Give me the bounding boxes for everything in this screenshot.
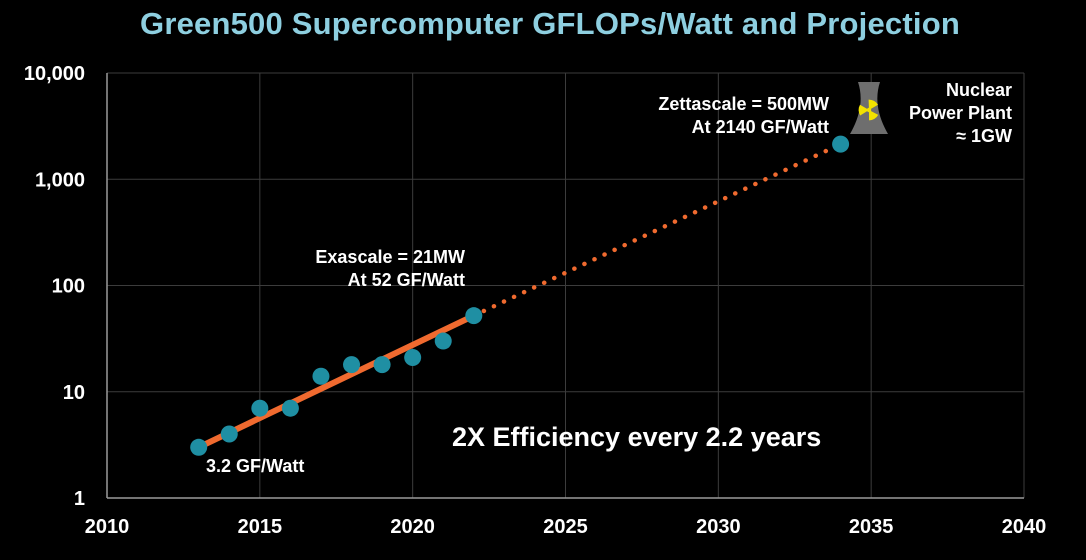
data-point: [832, 135, 850, 153]
data-point: [251, 399, 269, 417]
data-point: [220, 425, 238, 443]
axes: [106, 73, 1024, 499]
data-point: [404, 349, 422, 367]
trend-line: [195, 312, 477, 451]
zettascale-label-line2: At 2140 GF/Watt: [692, 117, 829, 137]
x-tick-label: 2025: [543, 516, 588, 538]
x-tick-label: 2015: [238, 516, 283, 538]
y-tick-labels: 1 10 100 1,000 10,000: [24, 63, 85, 510]
chart-title: Green500 Supercomputer GFLOPs/Watt and P…: [140, 6, 960, 41]
y-tick-label: 10: [63, 382, 85, 404]
x-tick-label: 2030: [696, 516, 741, 538]
data-point: [434, 332, 452, 350]
x-tick-label: 2040: [1002, 516, 1047, 538]
data-point: [281, 399, 299, 417]
projection-line: [471, 141, 843, 318]
trend-lines: [195, 141, 843, 451]
y-tick-label: 1: [74, 488, 85, 510]
x-tick-label: 2035: [849, 516, 894, 538]
y-tick-label: 1,000: [35, 169, 85, 191]
y-tick-label: 10,000: [24, 63, 85, 85]
zettascale-label-line1: Zettascale = 500MW: [658, 94, 829, 114]
data-point: [465, 307, 483, 325]
y-tick-label: 100: [52, 276, 85, 298]
x-tick-labels: 2010 2015 2020 2025 2030 2035 2040: [85, 516, 1047, 538]
x-tick-label: 2010: [85, 516, 130, 538]
nuclear-label-line2: Power Plant: [909, 103, 1012, 123]
data-points: [190, 135, 850, 456]
start-efficiency-label: 3.2 GF/Watt: [206, 456, 304, 476]
data-point: [312, 367, 330, 385]
nuclear-label-line1: Nuclear: [946, 80, 1012, 100]
data-point: [190, 438, 208, 456]
exascale-label-line1: Exascale = 21MW: [315, 247, 465, 267]
efficiency-trend-label: 2X Efficiency every 2.2 years: [452, 422, 821, 452]
nuclear-label-line3: ≈ 1GW: [956, 126, 1012, 146]
grid-lines: [107, 72, 1025, 498]
x-tick-label: 2020: [390, 516, 435, 538]
nuclear-plant-icon: [850, 82, 888, 134]
data-point: [343, 356, 361, 374]
data-point: [373, 356, 391, 374]
exascale-label-line2: At 52 GF/Watt: [348, 270, 465, 290]
